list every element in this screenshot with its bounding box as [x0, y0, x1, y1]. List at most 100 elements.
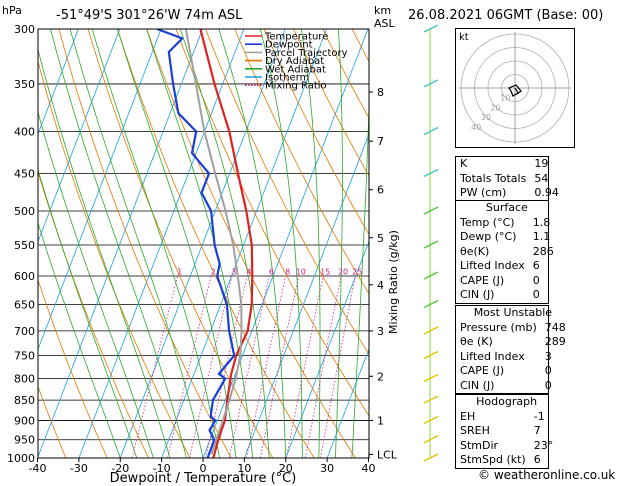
hpa-label: hPa: [2, 4, 22, 17]
isotherm-line: [244, 132, 369, 458]
credit-text[interactable]: © weatheronline.co.uk: [478, 468, 616, 482]
mixing-ratio-line: [167, 275, 212, 458]
wind-barb: [423, 377, 431, 383]
surface-value: 286: [532, 244, 554, 258]
mixing-ratio-line: [131, 275, 178, 458]
wind-barb: [429, 326, 439, 332]
wind-profile: [423, 24, 439, 462]
series-lines: [156, 29, 254, 458]
mixing-ratio-axis-label: Mixing Ratio (g/kg): [387, 230, 400, 334]
wet-adiabat-line: [116, 29, 237, 458]
wet-adiabat-line: [218, 29, 287, 458]
dry-adiabat-line: [570, 4, 629, 458]
pressure-tick-label: 350: [14, 78, 35, 91]
surface-value: 0: [532, 288, 540, 301]
isotherm-line: [285, 240, 369, 458]
surface-label: θe(K): [460, 244, 490, 258]
wind-barb: [429, 206, 439, 212]
index-label: PW (cm): [460, 186, 507, 199]
mixing-ratio-line: [228, 275, 270, 458]
wet-adiabat-line: [69, 29, 204, 458]
wet-adiabat-line: [38, 168, 138, 458]
surface-label: CIN (J): [460, 288, 495, 301]
mu-label: θe (K): [460, 335, 493, 348]
dry-adiabat-line: [146, 29, 356, 458]
parcel-trajectory-line: [184, 29, 243, 455]
wind-barb: [429, 350, 439, 357]
surface-value: 6: [532, 259, 540, 272]
surface-value: 0: [532, 273, 540, 287]
wet-adiabat-line: [335, 29, 343, 458]
hodo-value: 6: [533, 453, 541, 466]
wind-barb: [423, 83, 431, 88]
dry-adiabat-line: [205, 29, 369, 355]
hodograph-ring-label: 30: [481, 113, 491, 122]
x-tick-label: -20: [111, 462, 129, 475]
wind-barb: [429, 168, 439, 175]
mu-value: 3: [544, 349, 552, 363]
pressure-tick-label: 600: [14, 270, 35, 283]
asl-label: ASL: [374, 17, 395, 30]
hodo-label: StmDir: [460, 438, 499, 452]
mixing-ratio-label: 25: [352, 267, 362, 276]
mixing-ratio-line: [320, 275, 356, 458]
wind-barb: [423, 457, 431, 462]
mu-label: CIN (J): [460, 378, 495, 392]
x-tick-label: 10: [237, 462, 251, 475]
wind-barb: [423, 303, 431, 309]
mu-value: 0: [544, 364, 552, 377]
mixing-ratio-label: 15: [320, 267, 330, 276]
dry-adiabat-line: [117, 29, 315, 458]
index-row-pw: PW (cm) 0.94: [456, 186, 563, 201]
index-row-k: K 19: [456, 157, 563, 172]
wind-barb: [429, 271, 439, 277]
legend-label: Temperature: [264, 32, 328, 43]
location-title: -51°49'S 301°26'W 74m ASL: [56, 8, 243, 23]
pressure-tick-label: 950: [14, 434, 35, 447]
mixing-ratio-label: 10: [296, 267, 306, 276]
mixing-ratio-label: 3: [231, 267, 236, 276]
km-tick-label: 2: [377, 370, 384, 383]
hodo-value: 23°: [533, 438, 554, 452]
dry-adiabat-line: [38, 60, 191, 458]
x-tick-label: -30: [70, 462, 88, 475]
wind-barb: [429, 453, 439, 459]
wind-barb: [423, 28, 431, 33]
wind-barb: [423, 399, 431, 404]
mu-value: 0: [544, 378, 552, 392]
index-label: Totals Totals: [460, 171, 527, 185]
wind-barb: [423, 275, 431, 280]
mu-value: 289: [544, 335, 566, 348]
indices-table: K 19 Totals Totals 54 PW (cm) 0.94: [455, 156, 559, 202]
x-tick-label: 40: [362, 462, 376, 475]
index-value: 0.94: [534, 186, 559, 199]
pressure-tick-label: 400: [14, 126, 35, 139]
hodograph-section-title: Hodograph: [476, 395, 538, 408]
index-row-tt: Totals Totals 54: [456, 172, 563, 187]
mu-label: Lifted Index: [460, 349, 525, 363]
pressure-tick-label: 750: [14, 349, 35, 362]
hodograph-kt-label: kt: [459, 32, 469, 43]
index-value: 19: [534, 157, 549, 170]
pressure-tick-label: 800: [14, 372, 35, 385]
index-label: K: [460, 157, 468, 170]
mixing-ratio-label: 6: [269, 267, 274, 276]
wind-barb: [429, 24, 439, 30]
x-tick-label: -40: [29, 462, 47, 475]
pressure-tick-label: 650: [14, 299, 35, 312]
mixing-ratio-line: [259, 275, 300, 458]
hodo-label: SREH: [460, 424, 490, 437]
most-unstable-title: Most Unstable: [473, 306, 553, 319]
x-tick-label: -10: [153, 462, 171, 475]
pressure-tick-label: 1000: [7, 452, 35, 465]
isotherm-line: [161, 29, 328, 458]
isotherm-line: [326, 348, 369, 458]
hodograph-ring-label: 10: [500, 94, 510, 103]
hodo-value: 7: [533, 424, 541, 437]
isotherm-line: [0, 4, 5, 458]
km-tick-label: 5: [377, 232, 384, 245]
wind-barb: [423, 210, 431, 215]
mu-value: 748: [544, 320, 566, 334]
km-tick-label: 7: [377, 135, 384, 148]
hodograph-ring-label: 20: [490, 103, 500, 112]
